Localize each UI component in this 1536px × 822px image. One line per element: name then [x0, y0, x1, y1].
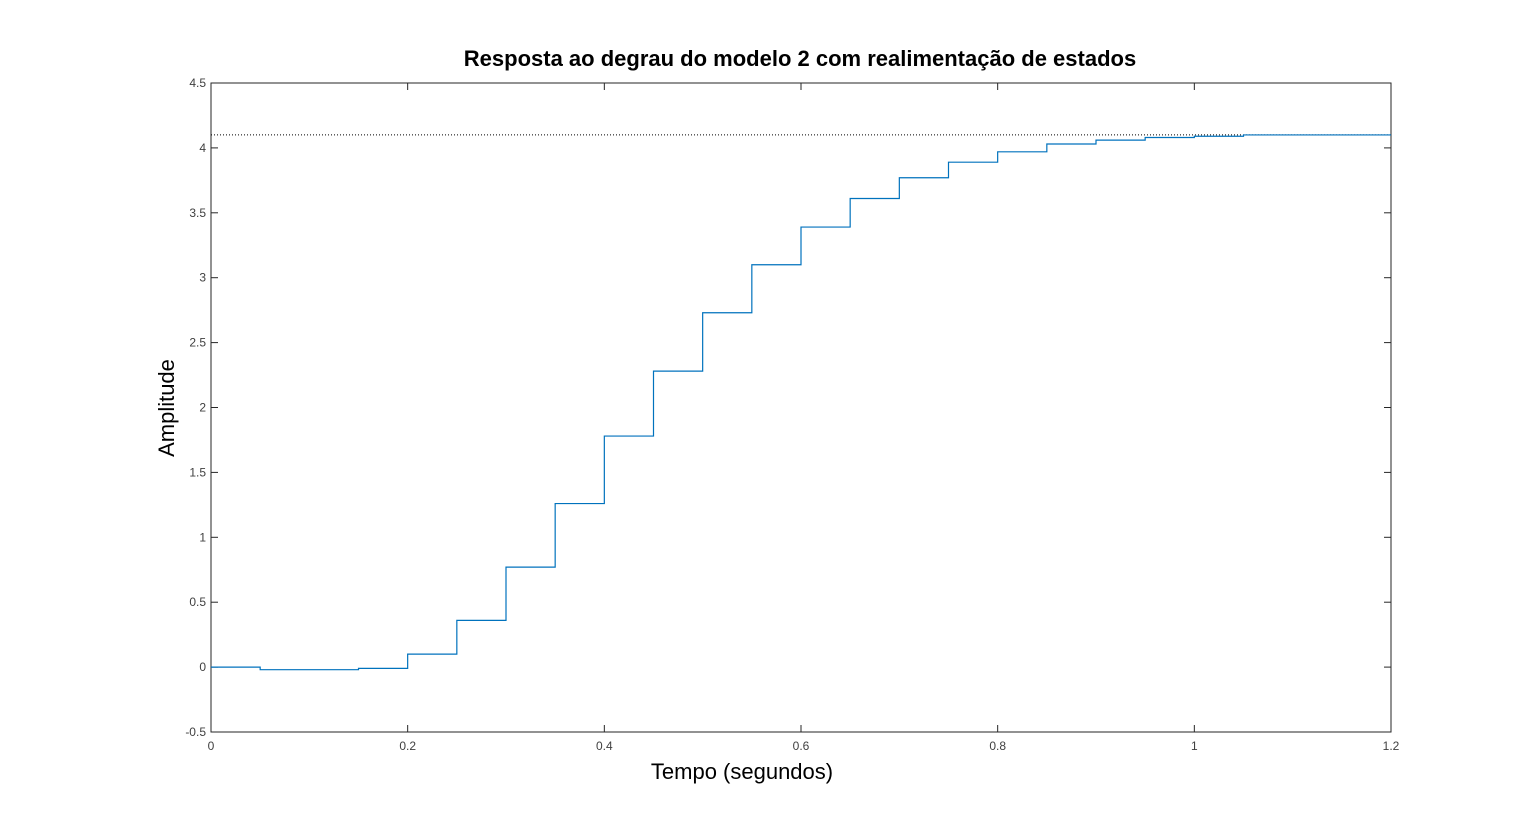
y-tick-label: -0.5: [185, 725, 206, 739]
tick-labels: 0 0.2 0.4 0.6 0.8 1 1.2-0.500.511.522.533.544.…: [185, 76, 1399, 753]
y-tick-label: 2.5: [189, 336, 206, 350]
y-tick-label: 4.5: [189, 76, 206, 90]
chart-title: Resposta ao degrau do modelo 2 com reali…: [464, 46, 1136, 71]
x-tick-label: 0.6: [793, 739, 810, 753]
y-tick-label: 3.5: [189, 206, 206, 220]
x-tick-label: 0.2: [399, 739, 416, 753]
y-tick-label: 4: [199, 141, 206, 155]
y-tick-label: 2: [199, 401, 206, 415]
y-tick-label: 0.5: [189, 595, 206, 609]
y-tick-label: 1: [199, 530, 206, 544]
x-tick-label: 0.4: [596, 739, 613, 753]
axis-ticks: [210, 82, 1392, 733]
x-axis-label: Tempo (segundos): [651, 759, 833, 784]
y-tick-label: 1.5: [189, 465, 206, 479]
axes-box: [210, 82, 1392, 733]
series-group: [211, 134, 1391, 671]
x-tick-label: 1: [1191, 739, 1198, 753]
y-tick-label: 0: [199, 660, 206, 674]
y-axis-label: Amplitude: [154, 359, 179, 457]
x-tick-label: 0: [208, 739, 215, 753]
step-response-line: [211, 134, 1391, 671]
x-tick-label: 1.2: [1383, 739, 1400, 753]
y-tick-label: 3: [199, 271, 206, 285]
x-tick-label: 0.8: [989, 739, 1006, 753]
